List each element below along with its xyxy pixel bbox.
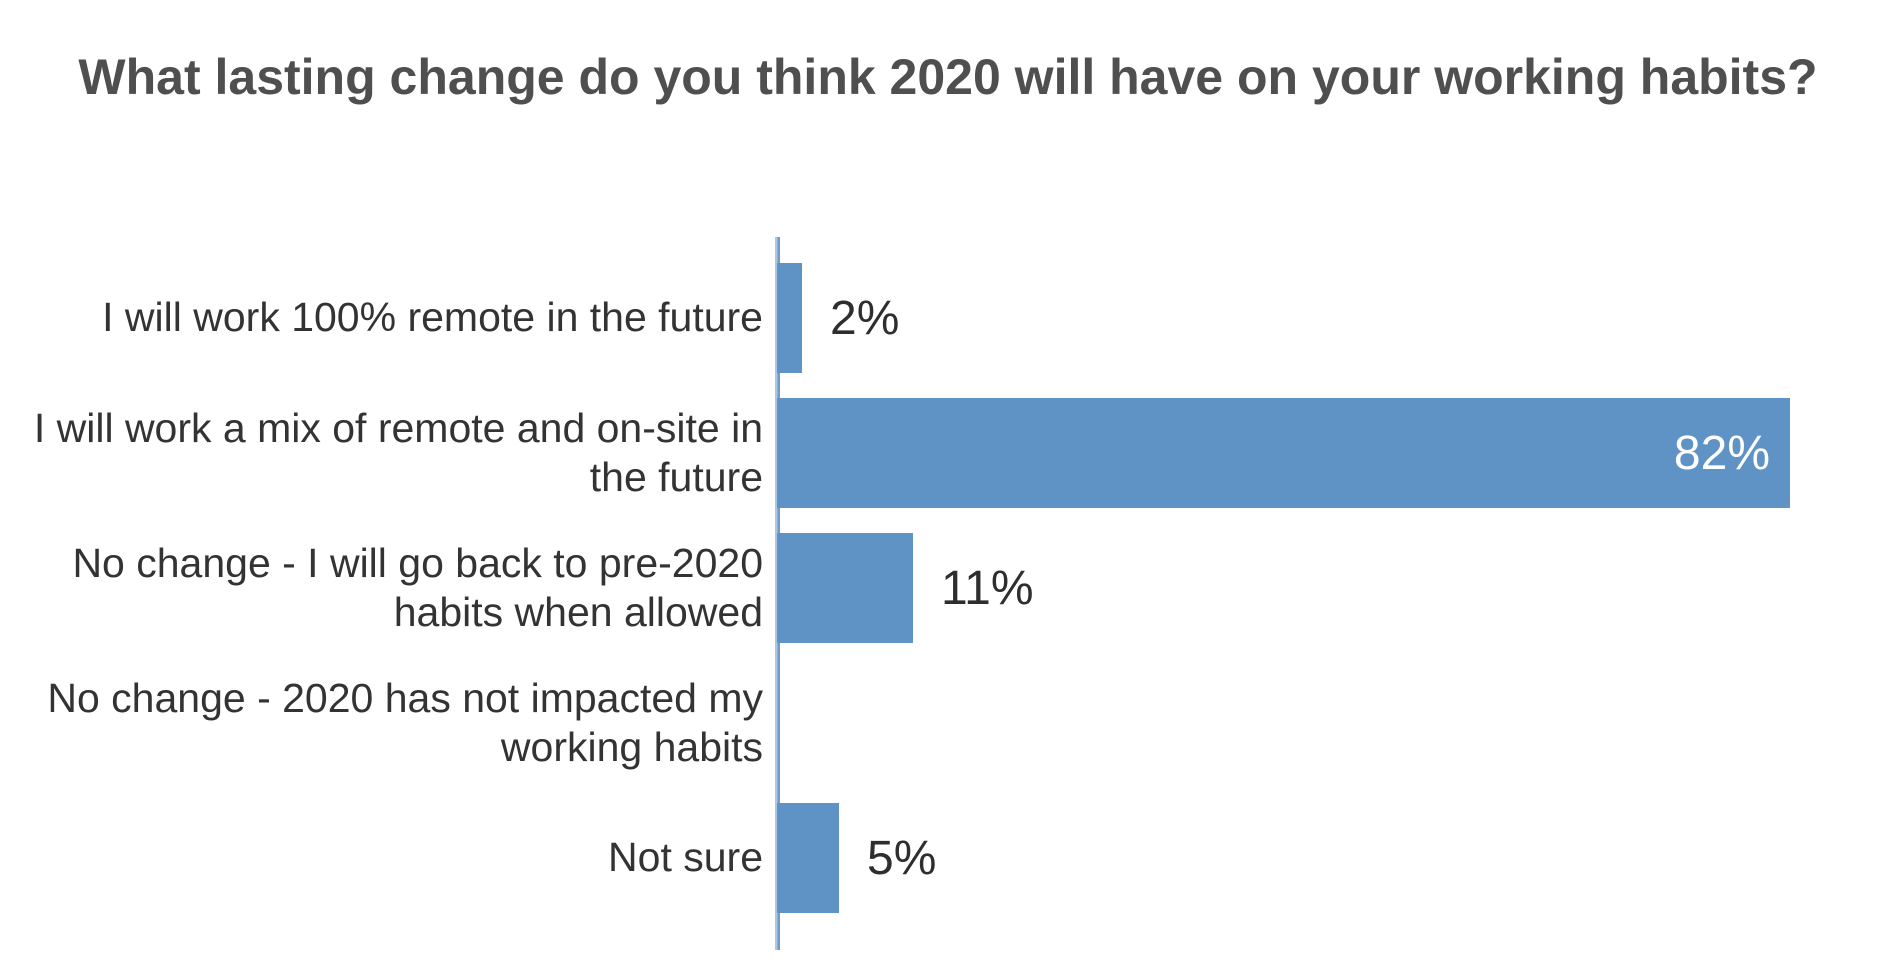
plot-area: 5% <box>777 803 1896 913</box>
chart-title: What lasting change do you think 2020 wi… <box>78 48 1818 105</box>
value-label: 5% <box>867 831 937 885</box>
category-label: I will work 100% remote in the future <box>102 294 763 341</box>
plot-area <box>777 668 1896 778</box>
bar-chart: I will work 100% remote in the future 2%… <box>0 263 1896 938</box>
chart-row: I will work a mix of remote and on-site … <box>0 398 1896 508</box>
category-label: Not sure <box>608 834 763 881</box>
chart-row: Not sure 5% <box>0 803 1896 913</box>
plot-area: 11% <box>777 533 1896 643</box>
bar <box>777 533 913 643</box>
category-label: No change - 2020 has not impacted my wor… <box>47 674 763 770</box>
category-label: No change - I will go back to pre-2020 h… <box>72 539 763 635</box>
bar <box>777 263 802 373</box>
chart-row: No change - I will go back to pre-2020 h… <box>0 533 1896 643</box>
value-label: 82% <box>1673 426 1770 480</box>
plot-area: 2% <box>777 263 1896 373</box>
value-label: 2% <box>830 291 900 345</box>
chart-row: No change - 2020 has not impacted my wor… <box>0 668 1896 778</box>
chart-row: I will work 100% remote in the future 2% <box>0 263 1896 373</box>
category-label: I will work a mix of remote and on-site … <box>33 404 763 500</box>
bar: 82% <box>777 398 1790 508</box>
plot-area: 82% <box>777 398 1896 508</box>
bar <box>777 803 839 913</box>
value-label: 11% <box>941 561 1034 615</box>
